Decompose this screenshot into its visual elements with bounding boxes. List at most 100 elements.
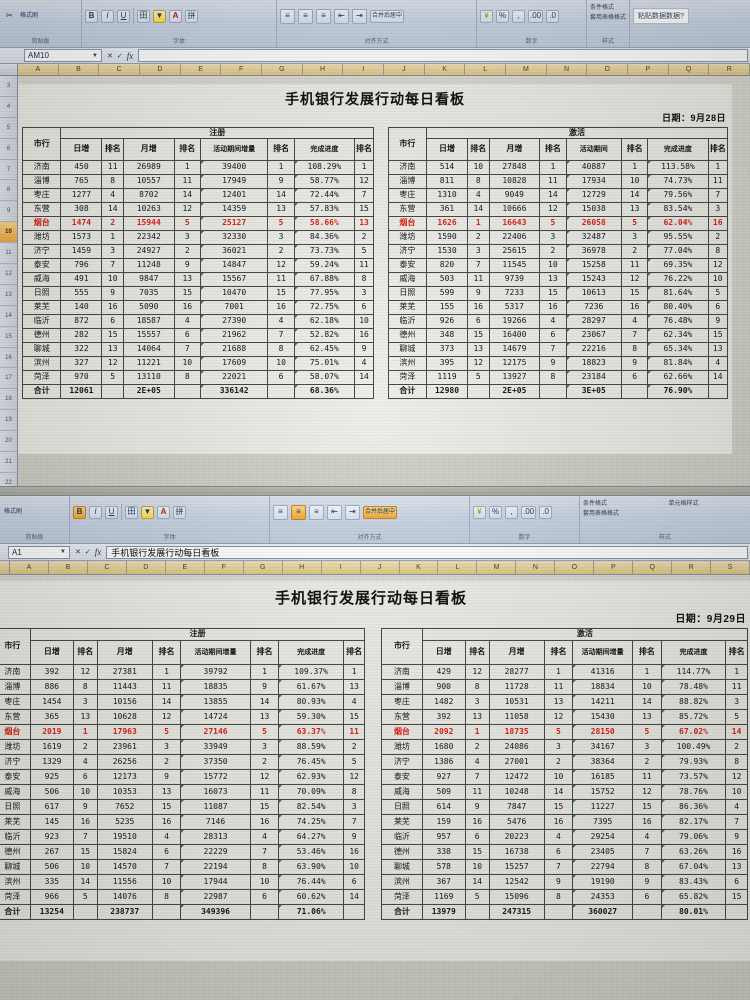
cell-register-progress[interactable]: 62.93%: [278, 769, 344, 785]
cell-activate-daily[interactable]: 1310: [426, 188, 468, 203]
cell-register-campaign[interactable]: 349396: [180, 904, 251, 920]
cell-activate-campaign[interactable]: 40887: [565, 160, 622, 175]
cell-register-rank4[interactable]: 16: [342, 844, 366, 860]
cell-activate-progress[interactable]: 76.22%: [647, 272, 709, 287]
cell-activate-progress[interactable]: 82.17%: [660, 814, 727, 830]
cell-activate-daily[interactable]: 12980: [426, 384, 468, 399]
percent-format-button-bottom[interactable]: %: [489, 505, 502, 519]
cell-register-rank4[interactable]: 6: [353, 300, 375, 315]
cell-activate-campaign[interactable]: 34167: [572, 739, 634, 755]
cell-register-rank1[interactable]: 8: [101, 174, 125, 189]
align-right-button-bottom[interactable]: ≡: [309, 504, 324, 520]
cell-branch-left[interactable]: 莱芜: [0, 814, 31, 830]
cell-register-progress[interactable]: 67.88%: [293, 272, 355, 287]
cell-register-rank4[interactable]: 14: [342, 889, 366, 905]
cell-activate-rank3[interactable]: 7: [620, 328, 649, 343]
cell-branch-right[interactable]: 日照: [381, 799, 423, 815]
cell-activate-progress[interactable]: 76.48%: [647, 314, 709, 329]
cell-activate-progress[interactable]: 83.54%: [647, 202, 709, 217]
table-row[interactable]: 济南 450 11 26989 1 39400 1 108.29% 1 济南 514 10 27848 1…: [21, 160, 728, 175]
cell-activate-rank1[interactable]: 1: [464, 724, 490, 740]
cell-activate-campaign[interactable]: 28150: [572, 724, 634, 740]
cell-activate-rank1[interactable]: 11: [464, 784, 490, 800]
ribbon-group-alignment-top[interactable]: ≡ ≡ ≡ ⇤ ⇥ 合并后居中 对齐方式: [277, 0, 477, 47]
column-header-G[interactable]: G: [262, 64, 303, 75]
cell-activate-campaign[interactable]: 22794: [572, 859, 634, 875]
cell-register-rank4[interactable]: 5: [353, 244, 375, 259]
cell-register-monthly[interactable]: 22342: [123, 230, 175, 245]
cell-activate-rank3[interactable]: 5: [620, 216, 649, 231]
cell-branch-right[interactable]: 威海: [387, 272, 428, 287]
cell-branch-right[interactable]: 日照: [387, 286, 428, 301]
cell-branch-left[interactable]: 东营: [21, 202, 62, 217]
cell-activate-progress[interactable]: 80.01%: [660, 904, 727, 920]
cell-register-rank1[interactable]: 1: [101, 230, 125, 245]
cell-register-rank2[interactable]: 10: [151, 874, 182, 890]
cell-activate-rank2[interactable]: 1: [543, 664, 574, 680]
cell-register-daily[interactable]: 1454: [29, 694, 74, 710]
cell-activate-monthly[interactable]: 7847: [488, 799, 545, 815]
table-row[interactable]: 潍坊 1573 1 22342 3 32330 3 84.36% 2 潍坊 1590 2 22406 3 3…: [21, 230, 728, 245]
cell-register-rank1[interactable]: 15: [72, 844, 98, 860]
cell-register-campaign[interactable]: 7146: [180, 814, 251, 830]
cell-register-progress[interactable]: 72.75%: [293, 300, 355, 315]
cell-activate-rank2[interactable]: [539, 384, 567, 399]
align-right-button[interactable]: ≡: [316, 8, 331, 24]
percent-format-button[interactable]: %: [496, 9, 509, 23]
cell-register-monthly[interactable]: 19510: [96, 829, 153, 845]
cell-branch-left[interactable]: 烟台: [0, 724, 31, 740]
fill-color-button[interactable]: ▼: [153, 9, 166, 23]
cell-register-progress[interactable]: 52.82%: [293, 328, 355, 343]
cell-activate-rank1[interactable]: 5: [464, 889, 490, 905]
cell-register-rank3[interactable]: 3: [249, 739, 280, 755]
cell-register-rank4[interactable]: 2: [342, 739, 366, 755]
cell-register-monthly[interactable]: 18587: [123, 314, 175, 329]
italic-button-bottom[interactable]: I: [89, 505, 102, 519]
table-row[interactable]: 东营 365 13 10628 12 14724 13 59.30% 15 东营 392 13 1105…: [0, 709, 748, 725]
cell-register-rank3[interactable]: 5: [249, 724, 280, 740]
column-header-O[interactable]: O: [555, 561, 595, 574]
table-row[interactable]: 合计 13254 238737 349396 71.06% 合计 13979 247315 36…: [0, 904, 748, 920]
cell-branch-right[interactable]: 烟台: [387, 216, 428, 231]
phonetic-guide-button[interactable]: 拼: [185, 9, 198, 23]
column-header-I[interactable]: I: [343, 64, 385, 75]
cell-activate-campaign[interactable]: 3E+05: [565, 384, 622, 399]
cell-activate-progress[interactable]: 63.26%: [660, 844, 727, 860]
cell-activate-campaign[interactable]: 36978: [565, 244, 622, 259]
cell-activate-rank2[interactable]: 8: [543, 889, 574, 905]
decrease-decimal-button-bottom[interactable]: .0: [539, 505, 553, 519]
cell-register-monthly[interactable]: 27381: [96, 664, 153, 680]
cell-register-rank2[interactable]: 11: [173, 174, 201, 189]
column-gap[interactable]: [364, 724, 383, 740]
cell-branch-left[interactable]: 合计: [0, 904, 31, 920]
column-gap[interactable]: [373, 342, 389, 357]
row-header-15[interactable]: 15: [0, 327, 17, 348]
cell-activate-monthly[interactable]: 15096: [488, 889, 545, 905]
cell-register-rank3[interactable]: 4: [249, 829, 280, 845]
cell-branch-right[interactable]: 济宁: [381, 754, 423, 770]
cell-register-rank1[interactable]: 7: [101, 258, 125, 273]
cell-register-rank4[interactable]: 1: [353, 160, 375, 175]
cell-register-campaign[interactable]: 25127: [199, 216, 269, 231]
cell-activate-rank1[interactable]: 15: [466, 328, 490, 343]
cell-activate-campaign[interactable]: 15243: [565, 272, 622, 287]
cell-register-rank3[interactable]: 12: [249, 769, 280, 785]
cell-activate-rank1[interactable]: [464, 904, 490, 920]
column-gap[interactable]: [373, 230, 389, 245]
cell-activate-rank2[interactable]: 2: [539, 244, 567, 259]
cell-register-monthly[interactable]: 13110: [123, 370, 175, 385]
phonetic-guide-button-bottom[interactable]: 拼: [173, 505, 186, 519]
cell-activate-monthly[interactable]: 12175: [488, 356, 541, 371]
column-header-H[interactable]: H: [302, 64, 344, 75]
cell-activate-rank3[interactable]: 9: [632, 874, 662, 890]
cell-register-rank2[interactable]: 2: [151, 754, 182, 770]
cell-register-progress[interactable]: 60.62%: [278, 889, 344, 905]
cell-activate-daily[interactable]: 900: [421, 679, 466, 695]
cell-activate-campaign[interactable]: 14211: [572, 694, 634, 710]
cell-activate-rank3[interactable]: 12: [632, 784, 662, 800]
cell-branch-left[interactable]: 莱芜: [21, 300, 62, 315]
confirm-icon[interactable]: ✓: [116, 52, 123, 60]
cell-register-monthly[interactable]: 17963: [96, 724, 153, 740]
cell-register-rank4[interactable]: 15: [353, 202, 375, 217]
cell-activate-rank4[interactable]: 9: [707, 314, 728, 329]
